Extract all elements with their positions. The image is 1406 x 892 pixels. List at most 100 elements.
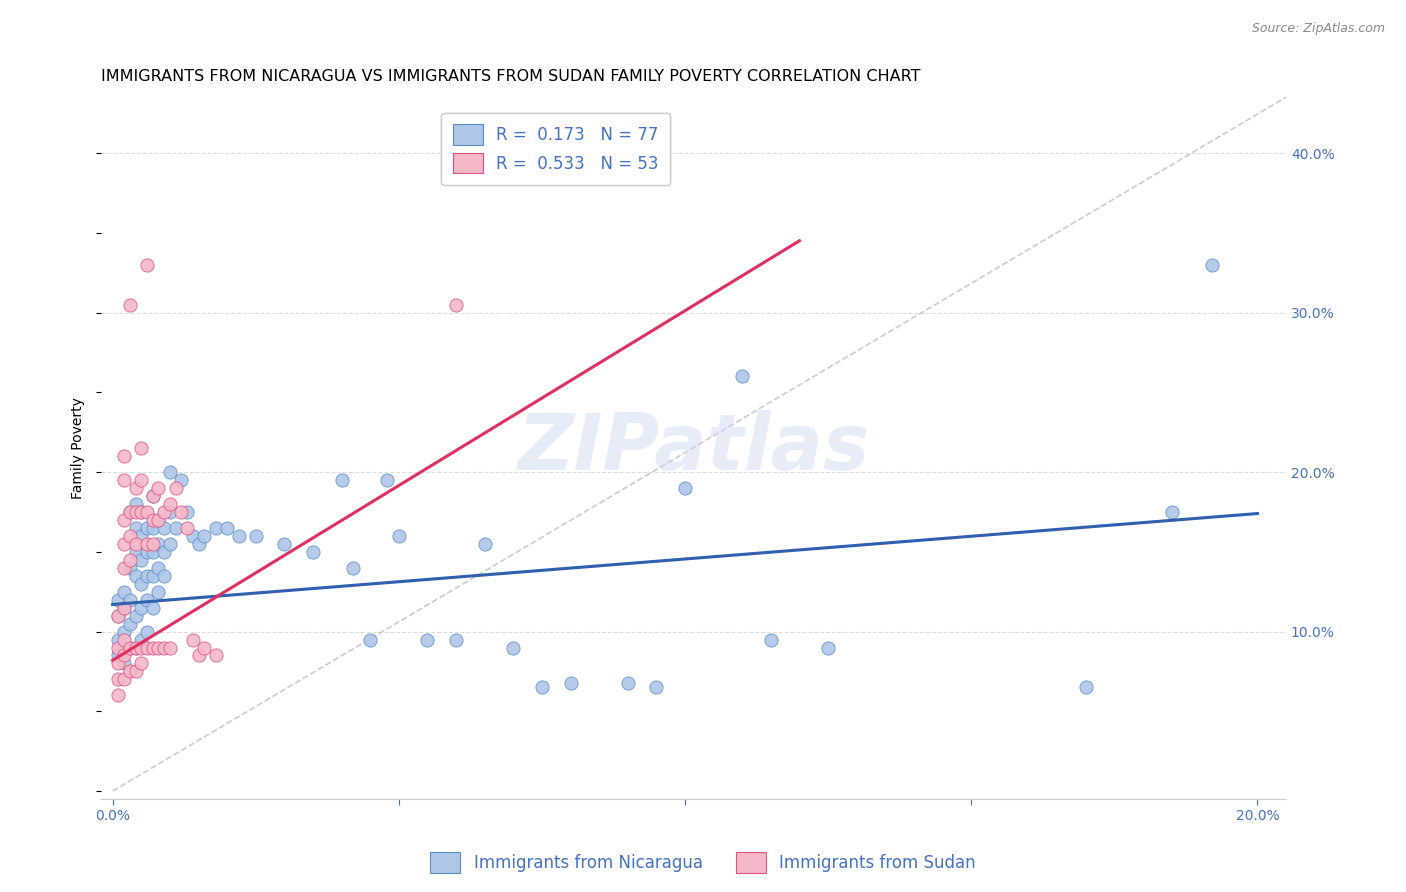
Point (645, 681, 668, 695)
Point (388, 529, 411, 543)
Legend: Immigrants from Nicaragua, Immigrants from Sudan: Immigrants from Nicaragua, Immigrants fr… (423, 846, 983, 880)
Point (112, 473, 135, 487)
Point (124, 505, 146, 519)
Point (148, 640, 170, 655)
Point (129, 632, 152, 647)
Point (118, 665, 141, 679)
Point (187, 537, 209, 551)
Point (159, 640, 181, 655)
Point (444, 297, 467, 311)
Point (1074, 681, 1097, 695)
Point (107, 689, 129, 703)
Point (124, 608, 146, 623)
Point (181, 529, 204, 543)
Point (142, 521, 165, 535)
Point (142, 640, 165, 655)
Point (273, 537, 295, 551)
Point (124, 640, 146, 655)
Point (474, 537, 496, 551)
Point (136, 258, 159, 272)
Point (124, 537, 146, 551)
Point (112, 640, 135, 655)
Point (444, 632, 467, 647)
Point (560, 675, 582, 690)
Point (107, 673, 129, 687)
Point (187, 648, 209, 663)
Point (124, 497, 146, 511)
Point (124, 521, 146, 535)
Point (673, 481, 696, 495)
Point (181, 632, 204, 647)
Point (118, 505, 141, 519)
Point (148, 584, 170, 599)
Point (142, 537, 165, 551)
Point (118, 561, 141, 575)
Point (153, 568, 176, 582)
Point (112, 537, 135, 551)
Point (129, 600, 152, 615)
Point (112, 632, 135, 647)
Point (124, 545, 146, 559)
Point (377, 473, 399, 487)
Point (136, 545, 159, 559)
Point (731, 369, 754, 384)
Point (136, 521, 159, 535)
Point (124, 568, 146, 582)
Point (148, 513, 170, 527)
Point (129, 505, 152, 519)
Point (165, 521, 187, 535)
Point (153, 640, 176, 655)
Point (228, 529, 250, 543)
Text: IMMIGRANTS FROM NICARAGUA VS IMMIGRANTS FROM SUDAN FAMILY POVERTY CORRELATION CH: IMMIGRANTS FROM NICARAGUA VS IMMIGRANTS … (101, 69, 921, 84)
Point (118, 505, 141, 519)
Point (302, 545, 325, 559)
Point (112, 673, 135, 687)
Point (148, 561, 170, 575)
Point (136, 640, 159, 655)
Point (129, 576, 152, 591)
Point (153, 505, 176, 519)
Point (118, 640, 141, 655)
Y-axis label: Family Poverty: Family Poverty (72, 397, 86, 499)
Point (245, 529, 267, 543)
Point (129, 553, 152, 567)
Point (148, 481, 170, 495)
Point (118, 616, 141, 631)
Point (112, 449, 135, 463)
Point (107, 608, 129, 623)
Point (136, 505, 159, 519)
Point (107, 592, 129, 607)
Point (112, 648, 135, 663)
Point (107, 632, 129, 647)
Point (107, 640, 129, 655)
Point (204, 521, 226, 535)
Point (142, 513, 165, 527)
Point (118, 529, 141, 543)
Point (142, 489, 165, 503)
Point (759, 632, 782, 647)
Point (112, 513, 135, 527)
Point (502, 640, 524, 655)
Point (217, 521, 239, 535)
Point (107, 648, 129, 663)
Point (1160, 505, 1182, 519)
Point (136, 537, 159, 551)
Point (153, 521, 176, 535)
Point (159, 465, 181, 479)
Point (118, 592, 141, 607)
Point (817, 640, 839, 655)
Point (204, 648, 226, 663)
Point (112, 600, 135, 615)
Text: ZIPatlas: ZIPatlas (517, 410, 870, 486)
Point (112, 600, 135, 615)
Point (342, 561, 364, 575)
Point (193, 640, 215, 655)
Point (159, 537, 181, 551)
Point (124, 481, 146, 495)
Point (416, 632, 439, 647)
Point (129, 441, 152, 455)
Point (142, 600, 165, 615)
Point (112, 624, 135, 639)
Text: Source: ZipAtlas.com: Source: ZipAtlas.com (1251, 22, 1385, 36)
Point (107, 657, 129, 671)
